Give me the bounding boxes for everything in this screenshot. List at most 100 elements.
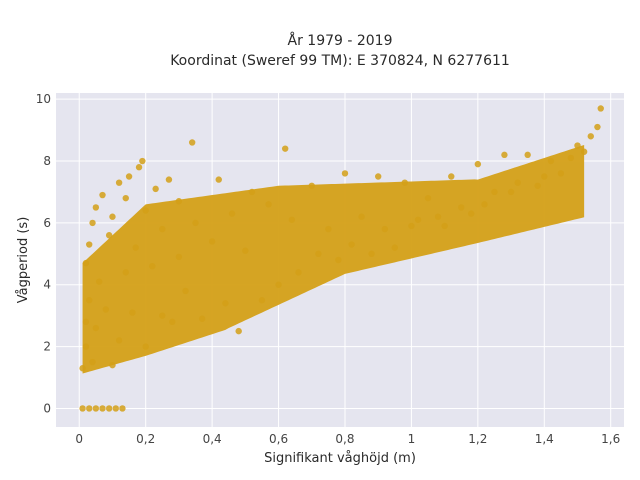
x-tick-label: 1,6: [601, 432, 620, 446]
data-point: [119, 405, 126, 412]
data-point: [92, 204, 100, 211]
data-point: [165, 176, 173, 183]
data-point: [481, 201, 488, 208]
y-tick-label: 10: [36, 92, 51, 106]
y-tick-label: 6: [43, 216, 51, 230]
x-tick-label: 1,4: [535, 432, 554, 446]
data-point: [215, 176, 222, 183]
data-point: [534, 182, 541, 189]
data-point: [567, 154, 575, 162]
data-point: [198, 315, 206, 322]
y-tick-label: 0: [43, 401, 51, 415]
data-point: [574, 142, 581, 149]
x-tick-label: 0,6: [269, 432, 288, 446]
data-point: [92, 405, 100, 412]
data-point: [491, 188, 498, 196]
data-points: [79, 105, 604, 412]
data-point: [182, 287, 189, 295]
x-tick-label: 0: [75, 432, 83, 446]
x-tick-label: 0,2: [136, 432, 155, 446]
data-point: [105, 232, 113, 239]
data-point: [122, 194, 129, 202]
data-point: [139, 157, 146, 165]
data-point: [82, 259, 90, 267]
y-tick-label: 4: [43, 278, 51, 292]
data-point: [597, 105, 604, 112]
data-point: [82, 343, 90, 350]
point-cloud-area: [82, 144, 585, 374]
data-point: [358, 213, 365, 220]
data-point: [391, 244, 399, 251]
data-point: [524, 151, 531, 159]
data-point: [79, 405, 86, 412]
data-point: [175, 198, 183, 205]
data-point: [288, 216, 296, 223]
data-point: [381, 225, 389, 233]
chart-title-line2: Koordinat (Sweref 99 TM): E 370824, N 62…: [170, 53, 510, 69]
data-point: [434, 213, 442, 220]
data-point: [208, 238, 216, 245]
data-point: [587, 133, 594, 140]
data-point: [188, 139, 196, 146]
data-point: [86, 405, 93, 412]
data-point: [86, 297, 93, 304]
data-point: [408, 222, 415, 230]
data-point: [159, 312, 166, 319]
data-point: [580, 148, 588, 155]
data-point: [501, 151, 508, 159]
y-tick-label: 8: [43, 154, 51, 168]
data-point: [547, 157, 555, 165]
data-point: [109, 213, 116, 220]
y-axis-label: Vågperiod (s): [16, 217, 31, 304]
data-point: [105, 405, 113, 412]
data-point: [414, 216, 422, 223]
data-point: [295, 269, 302, 276]
data-point: [424, 194, 432, 202]
data-point: [132, 244, 139, 251]
data-point: [125, 173, 133, 180]
data-point: [89, 358, 96, 366]
data-point: [248, 188, 256, 196]
data-point: [235, 327, 242, 335]
data-point: [228, 210, 236, 217]
y-tick-label: 2: [43, 340, 51, 354]
data-point: [348, 241, 355, 248]
data-point: [129, 309, 136, 316]
x-tick-label: 1,2: [468, 432, 487, 446]
data-point: [335, 256, 342, 264]
data-point: [82, 318, 90, 326]
data-point: [507, 188, 515, 196]
data-point: [341, 170, 349, 177]
data-point: [557, 170, 565, 177]
data-point: [265, 201, 272, 208]
data-point: [308, 182, 315, 189]
data-point: [152, 185, 159, 193]
data-point: [89, 219, 96, 227]
data-point: [115, 337, 123, 344]
data-point: [86, 241, 93, 248]
data-point: [142, 343, 149, 350]
data-point: [92, 324, 100, 332]
data-point: [175, 253, 183, 261]
x-tick-label: 0,4: [203, 432, 222, 446]
data-point: [79, 365, 86, 372]
x-tick-label: 1: [408, 432, 416, 446]
data-point: [95, 278, 103, 285]
data-point: [468, 210, 475, 217]
y-tick-labels: 0 2 4 6 8 10: [36, 92, 51, 415]
data-point: [368, 250, 375, 258]
grid-lines: [56, 93, 624, 427]
data-point: [112, 405, 119, 412]
data-point: [258, 297, 266, 304]
data-point: [142, 207, 149, 214]
data-point: [122, 269, 129, 276]
data-point: [474, 160, 482, 168]
data-point: [374, 173, 382, 180]
x-axis-label: Signifikant våghöjd (m): [264, 451, 416, 466]
data-point: [325, 225, 332, 233]
data-point: [275, 281, 282, 288]
data-point: [149, 262, 156, 270]
data-point: [458, 204, 465, 211]
data-point: [448, 173, 455, 180]
